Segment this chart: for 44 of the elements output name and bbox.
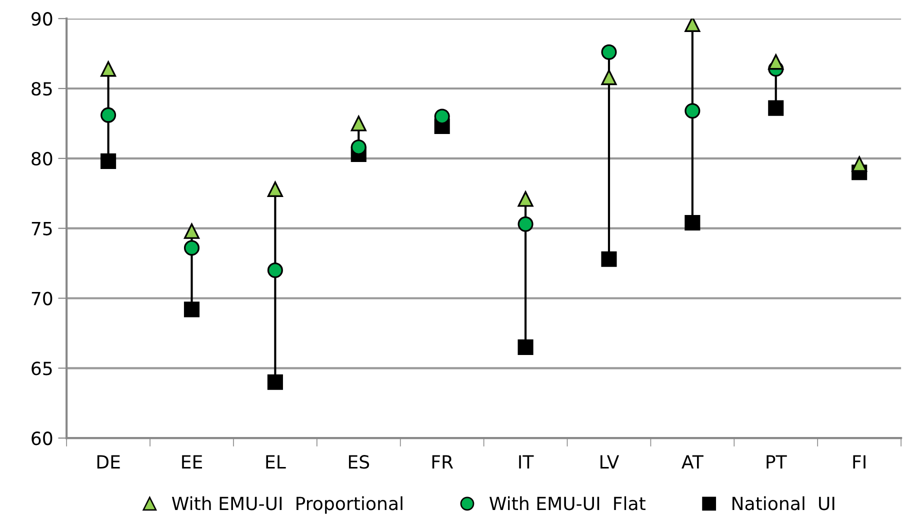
point — [518, 191, 534, 207]
y-tick-label: 90 — [32, 12, 52, 26]
x-tick-label: PT — [766, 455, 787, 468]
x-tick-label: FR — [432, 455, 454, 468]
x-tick-label: EE — [182, 455, 202, 468]
x-tick-label: IT — [519, 455, 534, 468]
point — [100, 61, 116, 77]
point — [434, 108, 450, 124]
legend-label: With EMU-UI Flat — [489, 496, 646, 510]
point — [184, 240, 200, 256]
legend-label: With EMU-UI Proportional — [172, 496, 402, 514]
point — [184, 223, 200, 239]
y-tick-label: 65 — [32, 362, 52, 376]
point — [768, 100, 784, 116]
x-tick-label: ES — [348, 455, 370, 469]
point — [768, 54, 784, 70]
x-tick-label: DE — [97, 455, 120, 468]
point — [684, 103, 700, 119]
point — [267, 374, 283, 390]
point — [267, 181, 283, 197]
point — [518, 216, 534, 232]
y-tick-label: 60 — [32, 432, 52, 446]
y-tick-label: 80 — [32, 152, 52, 166]
point — [350, 116, 366, 132]
y-tick-label: 75 — [32, 222, 52, 236]
point — [184, 302, 200, 318]
point — [100, 107, 116, 123]
point — [267, 262, 283, 278]
point — [684, 18, 700, 32]
point — [601, 44, 617, 60]
y-tick-label: 70 — [32, 292, 52, 306]
point — [601, 70, 617, 86]
point — [601, 251, 617, 267]
y-tick-label: 85 — [32, 82, 52, 96]
point — [100, 153, 116, 169]
x-tick-label: EL — [266, 455, 286, 468]
point — [684, 214, 700, 231]
point — [852, 156, 868, 172]
point — [518, 339, 534, 355]
x-tick-label: LV — [600, 455, 620, 468]
x-tick-label: FI — [853, 455, 866, 468]
x-tick-label: AT — [682, 455, 704, 468]
point — [350, 139, 366, 156]
legend-label: National UI — [732, 496, 834, 510]
